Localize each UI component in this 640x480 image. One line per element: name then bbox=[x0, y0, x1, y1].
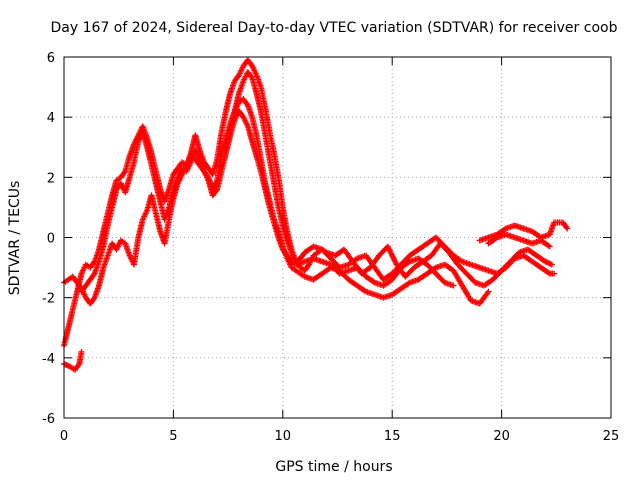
data-point bbox=[75, 362, 82, 369]
y-tick-label: -4 bbox=[42, 352, 55, 367]
chart-title: Day 167 of 2024, Sidereal Day-to-day VTE… bbox=[51, 20, 618, 36]
data-point bbox=[484, 289, 491, 296]
data-point bbox=[390, 256, 397, 263]
data-point bbox=[352, 256, 359, 263]
x-tick-label: 10 bbox=[275, 429, 292, 444]
data-point bbox=[492, 235, 499, 242]
data-point bbox=[388, 250, 395, 257]
y-axis-label: SDTVAR / TECUs bbox=[7, 181, 23, 296]
x-tick-label: 20 bbox=[493, 429, 510, 444]
x-tick-labels: 0 5 10 15 20 25 bbox=[60, 429, 619, 444]
data-point bbox=[361, 287, 368, 294]
series-track-g bbox=[485, 231, 553, 250]
data-point bbox=[546, 260, 553, 267]
y-tick-label: 4 bbox=[47, 111, 55, 126]
y-tick-labels: -6 -4 -2 0 2 4 6 bbox=[42, 51, 55, 427]
data-point bbox=[546, 243, 553, 250]
y-tick-label: -2 bbox=[42, 292, 55, 307]
x-tick-label: 5 bbox=[169, 429, 177, 444]
y-tick-label: 6 bbox=[47, 51, 55, 66]
series-track-e bbox=[222, 69, 558, 283]
y-tick-label: 2 bbox=[47, 171, 55, 186]
data-point bbox=[389, 253, 396, 260]
data-point bbox=[392, 258, 399, 265]
data-point bbox=[545, 269, 552, 276]
data-points bbox=[61, 57, 571, 373]
x-tick-label: 25 bbox=[603, 429, 620, 444]
data-point bbox=[384, 243, 391, 250]
data-point bbox=[213, 187, 220, 194]
data-point bbox=[545, 242, 552, 249]
data-point bbox=[485, 288, 492, 295]
data-point bbox=[391, 257, 398, 264]
data-point bbox=[405, 280, 412, 287]
x-axis-label: GPS time / hours bbox=[275, 459, 392, 475]
data-point bbox=[543, 259, 550, 266]
data-point bbox=[405, 259, 412, 266]
data-point bbox=[548, 261, 555, 268]
data-point bbox=[386, 247, 393, 254]
plot-border bbox=[63, 56, 612, 419]
data-point bbox=[564, 225, 571, 232]
data-point bbox=[563, 224, 570, 231]
series-track-f bbox=[476, 219, 571, 244]
data-point bbox=[390, 254, 397, 261]
data-point bbox=[385, 244, 392, 251]
data-point bbox=[551, 270, 558, 277]
data-point bbox=[248, 73, 255, 80]
data-point bbox=[388, 251, 395, 258]
x-tick-label: 15 bbox=[384, 429, 401, 444]
data-point bbox=[63, 362, 70, 369]
data-point bbox=[62, 361, 69, 368]
data-point bbox=[501, 226, 508, 233]
y-tick-label: 0 bbox=[47, 232, 55, 247]
data-point bbox=[547, 260, 554, 267]
data-point bbox=[542, 258, 549, 265]
data-point bbox=[386, 246, 393, 253]
x-tick-label: 0 bbox=[60, 429, 68, 444]
y-tick-label: -6 bbox=[42, 412, 55, 427]
data-point bbox=[121, 169, 128, 176]
data-point bbox=[370, 278, 377, 285]
data-point bbox=[457, 257, 464, 264]
series-track-a bbox=[61, 348, 85, 373]
data-point bbox=[64, 362, 71, 369]
data-point bbox=[387, 249, 394, 256]
data-point bbox=[450, 282, 457, 289]
data-point bbox=[78, 348, 85, 355]
data-point bbox=[544, 259, 551, 266]
grid bbox=[64, 57, 611, 418]
